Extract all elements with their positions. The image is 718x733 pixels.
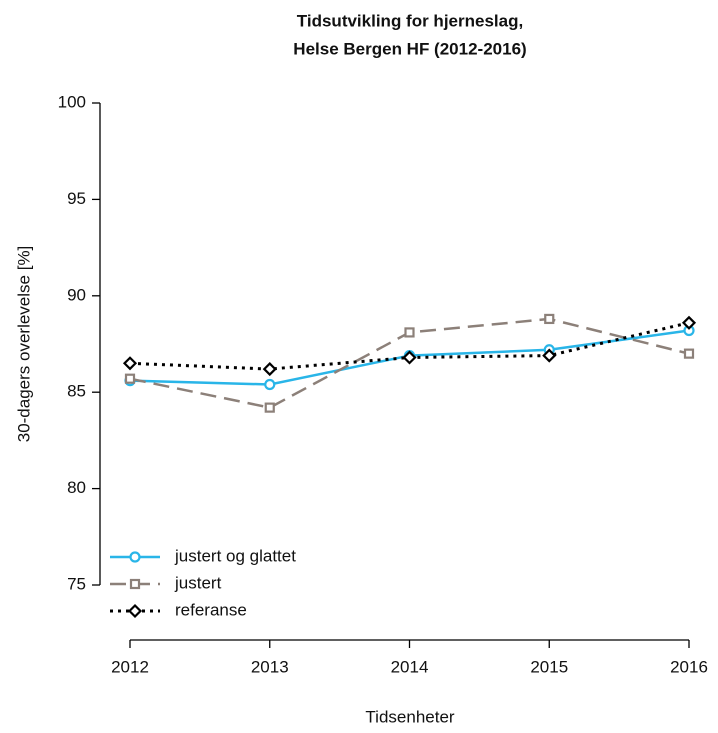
point — [681, 315, 697, 330]
y-tick-label: 95 — [67, 189, 86, 208]
point — [124, 373, 136, 384]
legend-marker — [127, 603, 143, 619]
legend-marker — [129, 578, 141, 590]
point — [542, 348, 557, 363]
y-tick-label: 85 — [67, 382, 86, 401]
point — [264, 402, 275, 413]
x-axis-label: Tidsenheter — [365, 707, 454, 726]
x-tick-label: 2012 — [111, 657, 149, 676]
legend-label: justert — [174, 573, 222, 592]
chart-title: Tidsutvikling for hjerneslag, — [297, 11, 523, 30]
x-tick-label: 2015 — [530, 657, 568, 676]
point — [264, 378, 276, 391]
point — [402, 350, 417, 365]
chart-title: Helse Bergen HF (2012-2016) — [293, 39, 526, 58]
point — [683, 348, 695, 359]
legend-marker — [129, 551, 141, 563]
legend-label: referanse — [175, 600, 247, 619]
y-axis-label: 30-dagers overlevelse [%] — [14, 246, 33, 443]
x-tick-label: 2013 — [251, 657, 289, 676]
legend-label: justert og glattet — [174, 546, 296, 565]
y-tick-label: 90 — [67, 285, 86, 304]
y-tick-label: 100 — [58, 92, 86, 111]
x-tick-label: 2016 — [670, 657, 708, 676]
point — [262, 362, 277, 377]
x-tick-label: 2014 — [391, 657, 429, 676]
point — [544, 313, 555, 325]
y-tick-label: 75 — [67, 574, 86, 593]
point — [404, 327, 415, 338]
point — [122, 356, 138, 371]
y-tick-label: 80 — [67, 478, 86, 497]
